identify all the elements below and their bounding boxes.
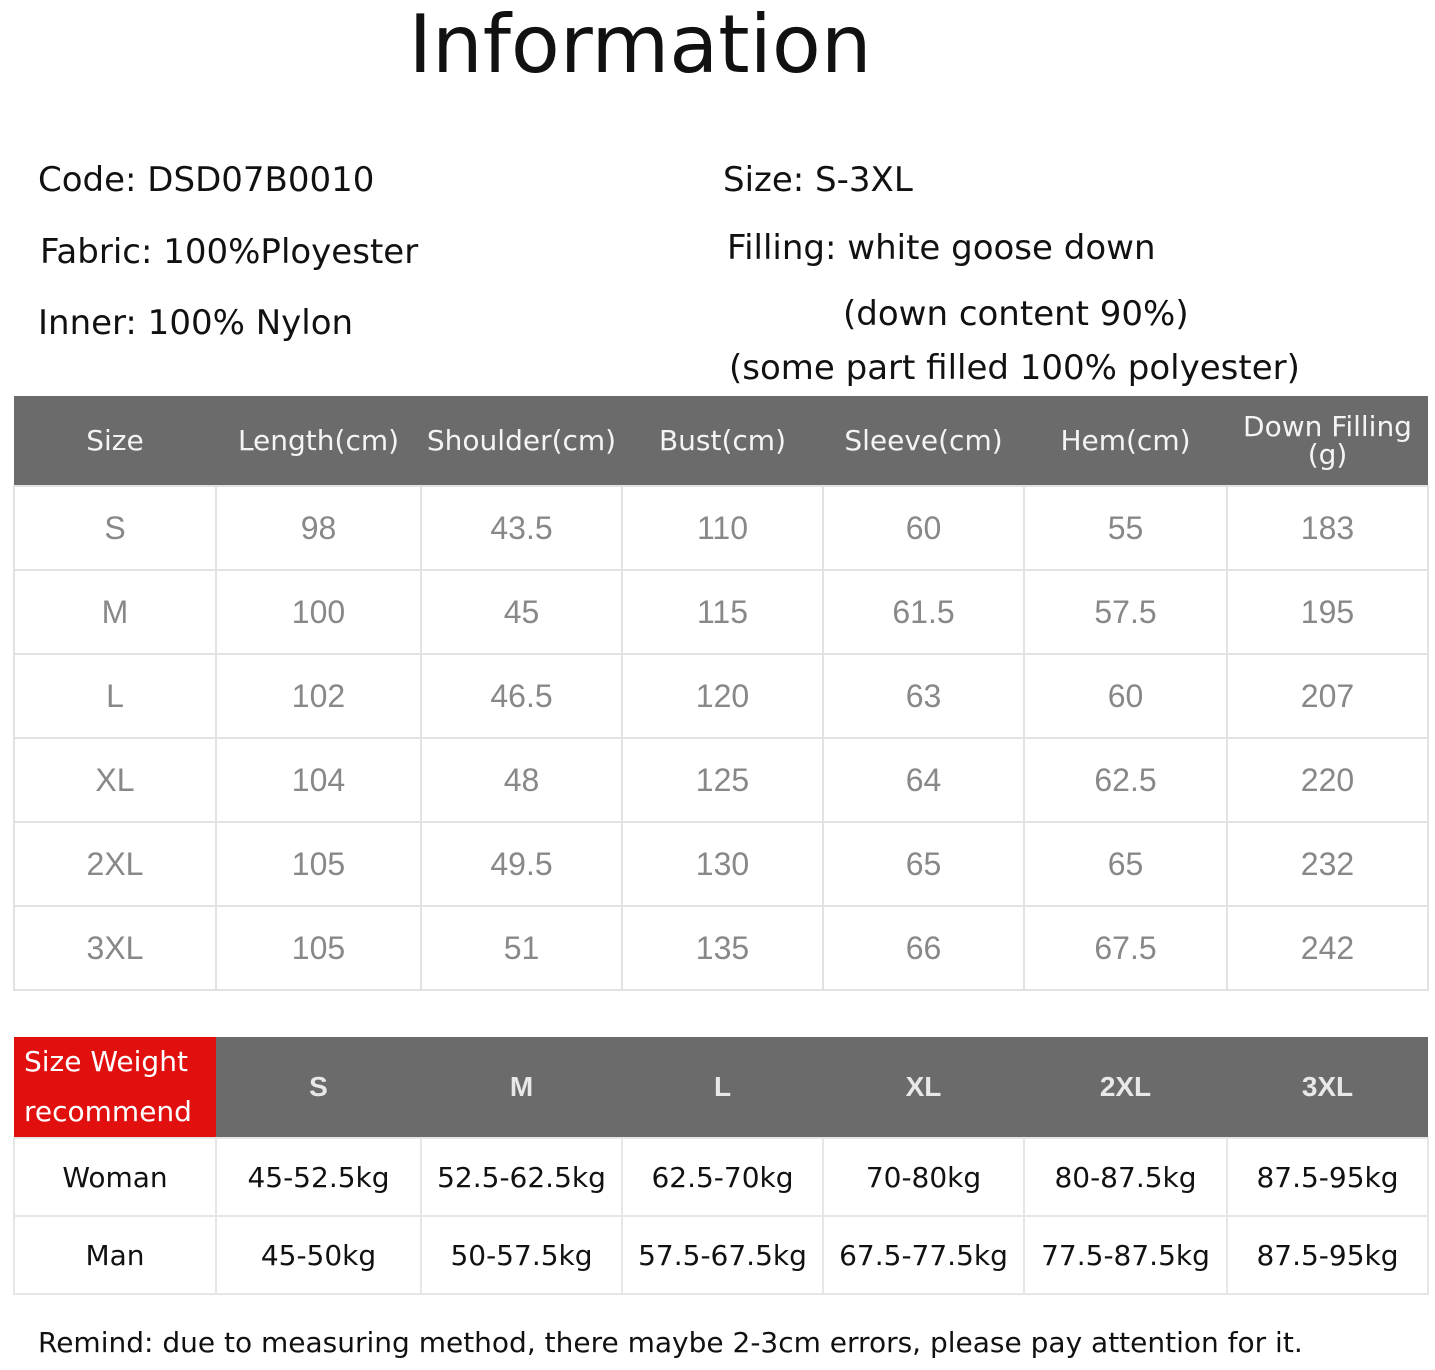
- filling: Filling: white goose down: [727, 228, 1156, 268]
- table-cell: 130: [621, 821, 824, 907]
- table-cell: 67.5: [1023, 905, 1228, 991]
- table-cell: 220: [1226, 737, 1429, 823]
- column-header: Size: [14, 396, 216, 486]
- fabric: Fabric: 100%Ployester: [40, 232, 419, 272]
- table-cell: 65: [822, 821, 1025, 907]
- table-cell: 62.5: [1023, 737, 1228, 823]
- table-cell: 67.5-77.5kg: [822, 1215, 1025, 1295]
- size-range: Size: S-3XL: [723, 160, 913, 200]
- size-chart-header: Size Length(cm) Shoulder(cm) Bust(cm) Sleeve…: [14, 396, 1428, 486]
- table-cell: 60: [822, 485, 1025, 571]
- column-header: 3XL: [1227, 1037, 1428, 1138]
- table-cell: 57.5: [1023, 569, 1228, 655]
- table-cell: Man: [13, 1215, 217, 1295]
- table-row: Man 45-50kg 50-57.5kg 57.5-67.5kg 67.5-77.5k…: [13, 1215, 1429, 1295]
- table-cell: 55: [1023, 485, 1228, 571]
- down-content: (down content 90%): [843, 294, 1189, 334]
- table-cell: 110: [621, 485, 824, 571]
- polyester-note: (some part filled 100% polyester): [729, 348, 1300, 388]
- column-header: Bust(cm): [622, 396, 823, 486]
- table-cell: S: [13, 485, 217, 571]
- table-cell: 45: [420, 569, 623, 655]
- table-cell: 57.5-67.5kg: [621, 1215, 824, 1295]
- table-row: M 100 45 115 61.5 57.5 195: [13, 569, 1429, 655]
- size-weight-recommend-label: Size Weight recommend: [14, 1037, 216, 1138]
- table-cell: 98: [215, 485, 422, 571]
- table-cell: 52.5-62.5kg: [420, 1137, 623, 1217]
- weight-table-header: Size Weight recommend S M L XL 2XL 3XL: [14, 1037, 1428, 1138]
- table-cell: 70-80kg: [822, 1137, 1025, 1217]
- table-cell: 87.5-95kg: [1226, 1215, 1429, 1295]
- table-cell: 50-57.5kg: [420, 1215, 623, 1295]
- page-title: Information: [408, 0, 872, 91]
- table-row: 2XL 105 49.5 130 65 65 232: [13, 821, 1429, 907]
- column-header: Sleeve(cm): [823, 396, 1024, 486]
- column-header: Down Filling (g): [1227, 396, 1428, 486]
- table-cell: 43.5: [420, 485, 623, 571]
- table-row: 3XL 105 51 135 66 67.5 242: [13, 905, 1429, 991]
- weight-recommend-table: Size Weight recommend S M L XL 2XL 3XL Woman 4…: [13, 1037, 1429, 1295]
- table-cell: 102: [215, 653, 422, 739]
- table-cell: 3XL: [13, 905, 217, 991]
- table-row: S 98 43.5 110 60 55 183: [13, 485, 1429, 571]
- table-cell: XL: [13, 737, 217, 823]
- table-cell: 49.5: [420, 821, 623, 907]
- column-header: Shoulder(cm): [421, 396, 622, 486]
- inner: Inner: 100% Nylon: [38, 303, 354, 343]
- table-cell: 125: [621, 737, 824, 823]
- table-cell: 135: [621, 905, 824, 991]
- table-cell: 115: [621, 569, 824, 655]
- column-header: M: [421, 1037, 622, 1138]
- table-cell: 100: [215, 569, 422, 655]
- table-cell: 232: [1226, 821, 1429, 907]
- table-cell: 64: [822, 737, 1025, 823]
- column-header: Length(cm): [216, 396, 421, 486]
- table-cell: 45-50kg: [215, 1215, 422, 1295]
- size-chart-table: Size Length(cm) Shoulder(cm) Bust(cm) Sleeve…: [13, 396, 1429, 991]
- table-row: XL 104 48 125 64 62.5 220: [13, 737, 1429, 823]
- table-cell: 120: [621, 653, 824, 739]
- table-cell: 105: [215, 821, 422, 907]
- table-cell: M: [13, 569, 217, 655]
- table-cell: 80-87.5kg: [1023, 1137, 1228, 1217]
- table-cell: 60: [1023, 653, 1228, 739]
- measurement-reminder: Remind: due to measuring method, there m…: [38, 1326, 1303, 1359]
- table-cell: 195: [1226, 569, 1429, 655]
- table-row: L 102 46.5 120 63 60 207: [13, 653, 1429, 739]
- table-cell: 63: [822, 653, 1025, 739]
- column-header: 2XL: [1024, 1037, 1227, 1138]
- table-cell: 105: [215, 905, 422, 991]
- table-row: Woman 45-52.5kg 52.5-62.5kg 62.5-70kg 70-80k…: [13, 1137, 1429, 1217]
- table-cell: 46.5: [420, 653, 623, 739]
- table-cell: 45-52.5kg: [215, 1137, 422, 1217]
- table-cell: 62.5-70kg: [621, 1137, 824, 1217]
- table-cell: Woman: [13, 1137, 217, 1217]
- table-cell: 77.5-87.5kg: [1023, 1215, 1228, 1295]
- table-cell: 207: [1226, 653, 1429, 739]
- table-cell: 51: [420, 905, 623, 991]
- table-cell: 183: [1226, 485, 1429, 571]
- product-code: Code: DSD07B0010: [38, 160, 375, 200]
- table-cell: 61.5: [822, 569, 1025, 655]
- table-cell: 104: [215, 737, 422, 823]
- table-cell: 48: [420, 737, 623, 823]
- table-cell: 2XL: [13, 821, 217, 907]
- column-header: L: [622, 1037, 823, 1138]
- column-header: S: [216, 1037, 421, 1138]
- table-cell: 65: [1023, 821, 1228, 907]
- table-cell: L: [13, 653, 217, 739]
- table-cell: 87.5-95kg: [1226, 1137, 1429, 1217]
- table-cell: 66: [822, 905, 1025, 991]
- column-header: XL: [823, 1037, 1024, 1138]
- table-cell: 242: [1226, 905, 1429, 991]
- column-header: Hem(cm): [1024, 396, 1227, 486]
